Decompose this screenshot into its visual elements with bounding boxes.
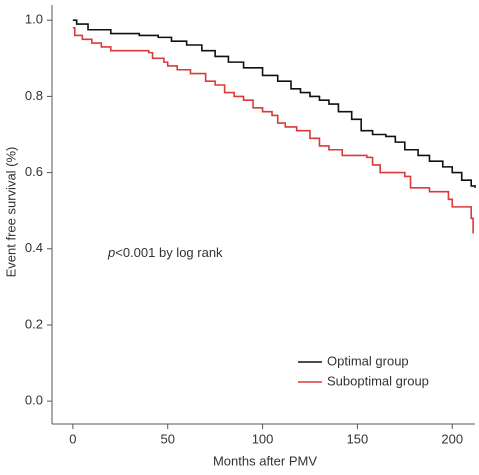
x-tick-label: 200	[441, 431, 463, 446]
y-tick-label: 1.0	[25, 12, 43, 27]
annotation: p<0.001 by log rank	[107, 245, 223, 260]
y-tick-label: 0.4	[25, 240, 43, 255]
x-tick-label: 0	[69, 431, 76, 446]
x-tick-label: 50	[160, 431, 174, 446]
y-tick-label: 0.6	[25, 164, 43, 179]
y-tick-label: 0.2	[25, 316, 43, 331]
x-tick-label: 150	[347, 431, 369, 446]
x-axis-label: Months after PMV	[213, 453, 317, 468]
y-tick-label: 0.0	[25, 393, 43, 408]
annotation-italic: p	[107, 245, 115, 260]
survival-curve	[72, 19, 476, 188]
legend-label: Optimal group	[327, 353, 409, 368]
y-axis-label: Event free survival (%)	[3, 147, 18, 278]
annotation-text: <0.001 by log rank	[115, 245, 223, 260]
legend-label: Suboptimal group	[327, 373, 429, 388]
y-tick-label: 0.8	[25, 88, 43, 103]
x-tick-label: 100	[252, 431, 274, 446]
survival-curve	[72, 27, 474, 234]
